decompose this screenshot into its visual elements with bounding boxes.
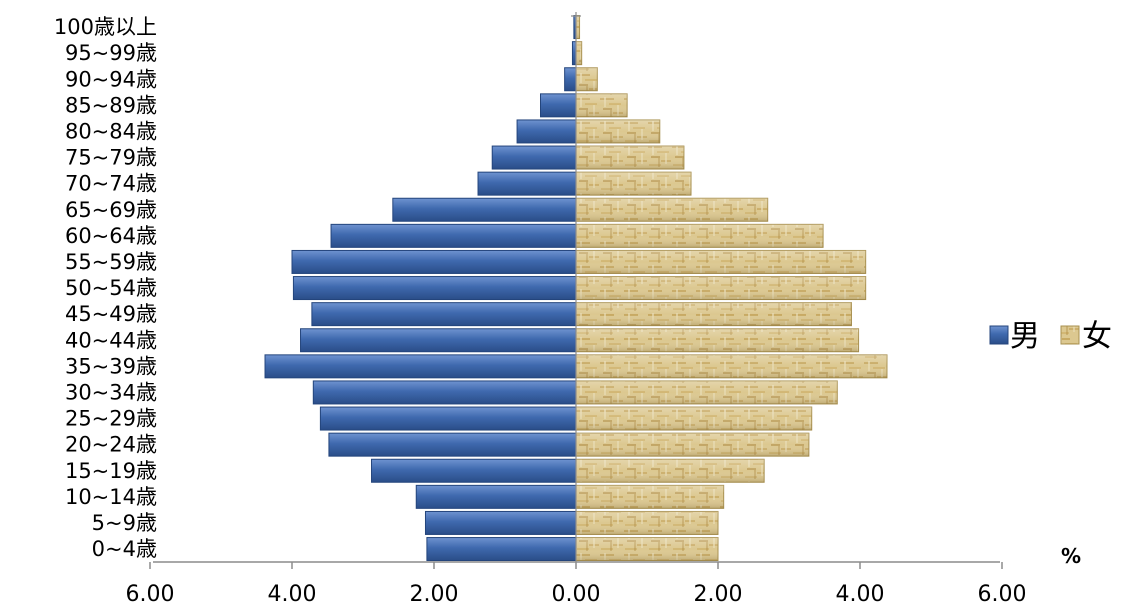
female-bar-shade [576,198,768,222]
legend-label-female: 女 [1082,319,1112,354]
category-label: 45~49歳 [65,302,157,326]
x-tick-label: 2.00 [694,582,743,607]
category-label: 70~74歳 [65,172,157,196]
female-bar-shade [576,407,812,431]
x-tick-label: 0.00 [552,582,601,607]
category-label: 100歳以上 [54,15,157,39]
category-label: 90~94歳 [65,67,157,91]
male-bar [311,302,577,327]
male-bar [312,380,577,405]
male-bar [328,432,577,457]
female-bar-shade [576,67,598,91]
male-bar [491,145,577,170]
male-bar [477,171,577,196]
female-bar-shade [576,276,866,300]
female-bar-shade [576,250,866,274]
category-label: 10~14歳 [65,485,157,509]
x-tick-label: 6.00 [126,582,175,607]
x-tick-label: 2.00 [410,582,459,607]
category-label: 25~29歳 [65,407,157,431]
category-label: 5~9歳 [92,511,157,535]
bars [264,15,888,562]
category-label: 65~69歳 [65,198,157,222]
category-label: 0~4歳 [92,537,157,561]
category-label: 15~19歳 [65,459,157,483]
male-bar [291,249,577,274]
male-bar [415,484,577,509]
female-bar-shade [576,224,824,248]
female-bar-shade [576,146,684,170]
legend-swatch-female [1060,325,1080,345]
category-label: 20~24歳 [65,433,157,457]
male-bar [319,406,577,431]
x-tick-label: 4.00 [268,582,317,607]
male-bar [264,354,577,379]
x-unit-label: % [1061,544,1081,568]
legend-swatch-male [989,325,1009,345]
male-bar [292,276,577,301]
female-bar-shade [576,380,838,404]
category-label: 35~39歳 [65,354,157,378]
x-tick-label: 6.00 [978,582,1027,607]
category-label: 60~64歳 [65,224,157,248]
category-label: 30~34歳 [65,380,157,404]
category-label: 55~59歳 [65,250,157,274]
female-bar-shade [576,93,628,117]
category-label: 40~44歳 [65,328,157,352]
male-bar [424,510,577,535]
legend: 男女 [989,319,1112,354]
female-bar-shade [576,41,582,65]
category-label: 75~79歳 [65,146,157,170]
female-bar-shade [576,433,809,457]
legend-label-male: 男 [1010,319,1040,354]
male-bar [516,119,577,144]
male-bar [300,328,577,353]
female-bar-shade [576,485,724,509]
category-label: 85~89歳 [65,93,157,117]
male-bar [371,458,577,483]
male-bar [392,197,577,222]
female-bar-shade [576,172,692,196]
female-bar-shade [576,15,580,39]
male-bar [540,93,577,118]
male-bar [564,67,577,92]
male-bar [330,223,577,248]
x-tick-label: 4.00 [836,582,885,607]
male-bar [426,537,577,562]
category-label: 80~84歳 [65,119,157,143]
category-label: 50~54歳 [65,276,157,300]
female-bar-shade [576,328,859,352]
female-bar-shade [576,459,765,483]
female-bar-shade [576,302,852,326]
female-bar-shade [576,511,718,535]
female-bar-shade [576,354,887,378]
female-bar-shade [576,119,660,143]
x-axis: 6.00 4.00 2.00 0.00 2.00 4.00 6.00% [126,12,1081,607]
category-label: 95~99歳 [65,41,157,65]
female-bar-shade [576,537,718,561]
